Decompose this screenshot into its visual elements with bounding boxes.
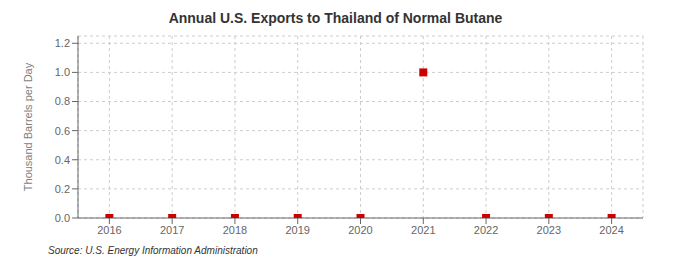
svg-text:2022: 2022 [474,224,498,236]
svg-text:Thousand Barrels per Day: Thousand Barrels per Day [22,62,34,191]
svg-text:0.2: 0.2 [55,183,70,195]
svg-text:2019: 2019 [285,224,309,236]
svg-text:2024: 2024 [599,224,623,236]
svg-text:0.0: 0.0 [55,212,70,224]
svg-text:0.4: 0.4 [55,154,70,166]
html-text:Source: U.S. Energy Informatio: Source: U.S. Energy Information Administ… [48,245,258,256]
svg-text:2021: 2021 [411,224,435,236]
svg-text:1.2: 1.2 [55,37,70,49]
svg-text:1.0: 1.0 [55,66,70,78]
svg-text:2018: 2018 [223,224,247,236]
svg-text:0.8: 0.8 [55,95,70,107]
svg-text:2023: 2023 [537,224,561,236]
svg-text:2016: 2016 [97,224,121,236]
svg-text:2020: 2020 [348,224,372,236]
html-text:Annual U.S. Exports to Thailan: Annual U.S. Exports to Thailand of Norma… [168,10,503,26]
svg-text:2017: 2017 [160,224,184,236]
svg-text:0.6: 0.6 [55,125,70,137]
